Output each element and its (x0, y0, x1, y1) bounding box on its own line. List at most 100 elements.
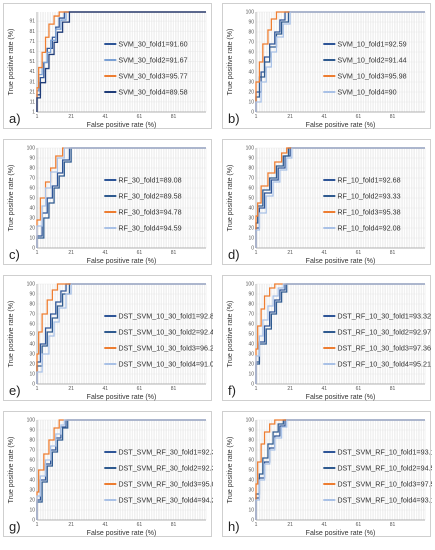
legend-entry: DST_SVM_10_30_fold4=91.06 (118, 360, 213, 369)
x-tick-label: 61 (356, 114, 362, 120)
y-tick-label: 80 (29, 438, 35, 444)
legend-entry: DST_RF_10_30_fold4=95.21 (337, 360, 431, 369)
roc-chart-svg: 1 21 41 61 81 0 10 20 30 40 50 60 70 80 90 100 False pos… (227, 418, 432, 537)
x-tick-label: 41 (103, 522, 109, 528)
y-tick-label: 90 (248, 428, 254, 434)
y-tick-label: 80 (248, 302, 254, 308)
y-axis-label: True positive rate (%) (8, 301, 15, 368)
x-tick-label: 41 (103, 386, 109, 392)
panel-label: f) (228, 383, 236, 398)
legend-entry: DST_SVM_10_30_fold1=92.88 (118, 312, 213, 321)
x-tick-label: 81 (171, 114, 177, 120)
legend-entry: DST_SVM_RF_30_fold3=95.09 (118, 480, 213, 489)
y-tick-label: 30 (29, 216, 35, 222)
x-tick-label: 61 (356, 250, 362, 256)
x-axis-label: False positive rate (%) (306, 122, 376, 129)
y-tick-label: 70 (248, 40, 254, 46)
y-axis-label: True positive rate (%) (227, 437, 234, 504)
y-tick-label: 100 (246, 418, 255, 424)
y-tick-label: 30 (29, 352, 35, 358)
roc-panel-f: 1 21 41 61 81 0 10 20 30 40 50 60 70 80 90 100 False pos… (222, 275, 431, 401)
y-tick-label: 30 (248, 216, 254, 222)
y-tick-label: 70 (248, 176, 254, 182)
y-tick-label: 40 (248, 342, 254, 348)
roc-series-line-4 (36, 283, 206, 384)
x-tick-label: 61 (356, 522, 362, 528)
x-tick-label: 21 (287, 114, 293, 120)
y-tick-label: 20 (29, 498, 35, 504)
roc-series-line-3 (255, 147, 425, 248)
x-tick-label: 1 (255, 522, 258, 528)
roc-series-line-4 (36, 419, 206, 520)
x-tick-label: 1 (36, 522, 39, 528)
y-tick-label: 71 (29, 39, 35, 45)
roc-chart-svg: 1 21 41 61 81 0 10 20 30 40 50 60 70 80 90 100 False pos… (227, 146, 426, 265)
x-tick-label: 41 (322, 522, 328, 528)
x-tick-label: 81 (171, 386, 177, 392)
y-tick-label: 0 (251, 382, 254, 388)
y-tick-label: 100 (27, 146, 36, 152)
x-axis-label: False positive rate (%) (87, 258, 157, 265)
y-tick-label: 60 (248, 458, 254, 464)
roc-series-line-3 (36, 11, 206, 112)
y-tick-label: 20 (29, 362, 35, 368)
y-tick-label: 90 (248, 292, 254, 298)
y-tick-label: 10 (248, 236, 254, 242)
legend-entry: RF_10_fold3=95.38 (337, 208, 400, 217)
y-tick-label: 40 (29, 206, 35, 212)
legend-entry: RF_30_fold3=94.78 (118, 208, 181, 217)
roc-series-line-1 (36, 283, 206, 384)
roc-panel-g: 1 21 41 61 81 0 10 20 30 40 50 60 70 80 90 100 False pos… (3, 411, 213, 537)
y-axis-label: True positive rate (%) (227, 165, 234, 232)
x-tick-label: 1 (36, 250, 39, 256)
roc-series-line-3 (36, 283, 206, 384)
roc-series-line-3 (255, 11, 425, 112)
y-tick-label: 60 (29, 322, 35, 328)
legend-entry: DST_SVM_RF_30_fold2=92.36 (118, 464, 213, 473)
y-tick-label: 50 (29, 196, 35, 202)
y-tick-label: 40 (29, 342, 35, 348)
legend-entry: SVM_10_fold4=90 (337, 88, 396, 97)
y-tick-label: 10 (29, 372, 35, 378)
legend-entry: DST_SVM_RF_30_fold4=94.21 (118, 496, 213, 505)
y-tick-label: 51 (29, 59, 35, 65)
y-tick-label: 20 (248, 90, 254, 96)
roc-chart-svg: 1 21 41 61 81 0 10 20 30 40 50 60 70 80 90 100 False pos… (227, 10, 426, 129)
legend-entry: DST_RF_10_30_fold1=93.32 (337, 312, 431, 321)
x-tick-label: 81 (390, 522, 396, 528)
y-tick-label: 80 (29, 166, 35, 172)
roc-panel-e: 1 21 41 61 81 0 10 20 30 40 50 60 70 80 90 100 False pos… (3, 275, 213, 401)
x-tick-label: 1 (255, 250, 258, 256)
x-tick-label: 81 (171, 250, 177, 256)
y-tick-label: 90 (29, 292, 35, 298)
legend-entry: DST_SVM_RF_10_fold1=93.12 (337, 448, 432, 457)
roc-panel-b: 1 21 41 61 81 0 10 20 30 40 50 60 70 80 90 100 False pos… (222, 3, 431, 129)
y-tick-label: 41 (29, 69, 35, 75)
legend-entry: DST_SVM_10_30_fold2=92.4 (118, 328, 213, 337)
legend-entry: DST_RF_10_30_fold3=97.36 (337, 344, 431, 353)
y-tick-label: 80 (248, 166, 254, 172)
roc-series-line-4 (36, 147, 206, 248)
roc-series-line-2 (255, 283, 425, 384)
x-tick-label: 41 (103, 114, 109, 120)
y-tick-label: 30 (248, 352, 254, 358)
legend-entry: DST_SVM_10_30_fold3=96.25 (118, 344, 213, 353)
legend-entry: RF_30_fold4=94.59 (118, 224, 181, 233)
y-tick-label: 0 (251, 518, 254, 524)
roc-series-line-3 (255, 419, 425, 520)
y-tick-label: 20 (248, 226, 254, 232)
panel-label: d) (228, 247, 240, 262)
panel-label: g) (9, 519, 21, 534)
y-tick-label: 70 (248, 448, 254, 454)
y-tick-label: 60 (29, 458, 35, 464)
y-tick-label: 50 (248, 468, 254, 474)
x-tick-label: 21 (68, 114, 74, 120)
x-tick-label: 21 (68, 250, 74, 256)
y-tick-label: 70 (29, 448, 35, 454)
x-tick-label: 61 (137, 250, 143, 256)
legend-entry: RF_10_fold4=92.08 (337, 224, 400, 233)
x-axis-label: False positive rate (%) (87, 394, 157, 401)
legend-entry: RF_30_fold1=89.08 (118, 176, 181, 185)
y-tick-label: 100 (27, 418, 36, 424)
roc-chart-svg: 1 21 41 61 81 0 10 20 30 40 50 60 70 80 90 100 False pos… (8, 146, 207, 265)
